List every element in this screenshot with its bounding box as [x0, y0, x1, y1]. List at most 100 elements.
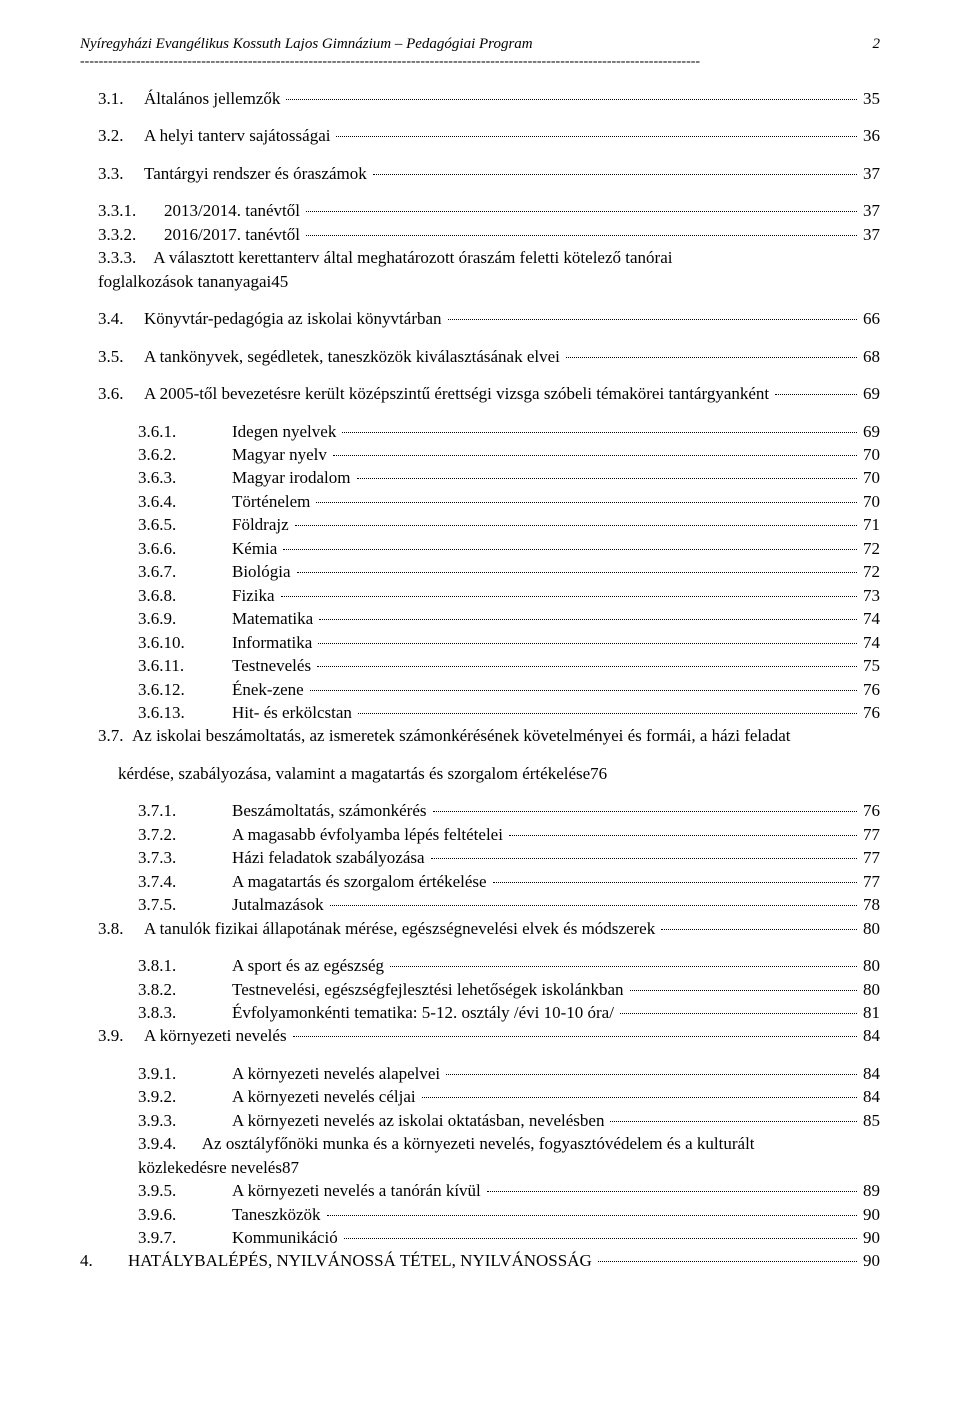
toc-page: 80 — [859, 954, 880, 977]
toc-label: kérdése, szabályozása, valamint a magata… — [118, 762, 590, 785]
toc-leader — [630, 990, 857, 991]
toc-label: Informatika — [232, 631, 316, 654]
toc-entry: 4.HATÁLYBALÉPÉS, NYILVÁNOSSÁ TÉTEL, NYIL… — [80, 1249, 880, 1272]
toc-entry: 3.6.10.Informatika 74 — [80, 631, 880, 654]
toc-page: 45 — [271, 270, 288, 293]
toc-page: 76 — [859, 799, 880, 822]
toc-leader — [306, 211, 857, 212]
toc-entry: 3.6.9.Matematika74 — [80, 607, 880, 630]
toc-label: A helyi tanterv sajátosságai — [144, 124, 334, 147]
toc-number: 3.6.8. — [138, 584, 232, 607]
toc-label: Idegen nyelvek — [232, 420, 340, 443]
toc-entry: 3.6.6.Kémia72 — [80, 537, 880, 560]
toc-page: 74 — [859, 607, 880, 630]
toc-label: közlekedésre nevelés — [138, 1156, 282, 1179]
toc-page: 77 — [859, 823, 880, 846]
toc-leader — [317, 666, 857, 667]
toc-page: 72 — [859, 560, 880, 583]
toc-page: 78 — [859, 893, 880, 916]
toc-number: 3.6.6. — [138, 537, 232, 560]
toc-leader — [433, 811, 858, 812]
toc-entry: 3.3.Tantárgyi rendszer és óraszámok37 — [80, 162, 880, 185]
toc-page: 68 — [859, 345, 880, 368]
toc-leader — [598, 1261, 857, 1262]
toc-page: 71 — [859, 513, 880, 536]
toc-page: 80 — [859, 978, 880, 1001]
toc-number: 3.6. — [98, 382, 144, 405]
toc-entry: 3.9.5.A környezeti nevelés a tanórán kív… — [80, 1179, 880, 1202]
toc-number: 3.4. — [98, 307, 144, 330]
toc-label: A sport és az egészség — [232, 954, 388, 977]
toc-label: Tantárgyi rendszer és óraszámok — [144, 162, 371, 185]
page-number: 2 — [873, 36, 881, 53]
toc-page: 76 — [859, 678, 880, 701]
toc-number: 3.6.2. — [138, 443, 232, 466]
toc-number: 3.6.13. — [138, 701, 232, 724]
toc-label: 3.9.4. Az osztályfőnöki munka és a körny… — [80, 1132, 880, 1155]
toc-label: Matematika — [232, 607, 317, 630]
toc-leader — [358, 713, 857, 714]
running-header: Nyíregyházi Evangélikus Kossuth Lajos Gi… — [80, 36, 880, 53]
toc-entry: 3.6.8.Fizika 73 — [80, 584, 880, 607]
toc-entry: 3.6.1.Idegen nyelvek69 — [80, 420, 880, 443]
toc-leader — [610, 1121, 857, 1122]
header-title: Nyíregyházi Evangélikus Kossuth Lajos Gi… — [80, 36, 533, 53]
table-of-contents: 3.1.Általános jellemzők353.2.A helyi tan… — [80, 87, 880, 1273]
toc-page: 72 — [859, 537, 880, 560]
toc-leader — [509, 835, 857, 836]
toc-leader — [448, 319, 857, 320]
toc-entry: 3.9.2.A környezeti nevelés céljai84 — [80, 1085, 880, 1108]
toc-label: Magyar irodalom — [232, 466, 355, 489]
toc-number: 3.6.11. — [138, 654, 232, 677]
toc-entry: 3.8.1.A sport és az egészség 80 — [80, 954, 880, 977]
toc-leader — [295, 525, 857, 526]
toc-page: 76 — [590, 762, 607, 785]
toc-leader — [333, 455, 857, 456]
toc-page: 37 — [859, 162, 880, 185]
toc-entry: 3.7.4.A magatartás és szorgalom értékelé… — [80, 870, 880, 893]
toc-label: Biológia — [232, 560, 295, 583]
toc-number: 3.9.5. — [138, 1179, 232, 1202]
toc-number: 3.6.3. — [138, 466, 232, 489]
toc-number: 3.9.3. — [138, 1109, 232, 1132]
toc-label: Könyvtár-pedagógia az iskolai könyvtárba… — [144, 307, 446, 330]
toc-label: Testnevelés — [232, 654, 315, 677]
toc-number: 3.8.3. — [138, 1001, 232, 1024]
toc-label: A környezeti nevelés alapelvei — [232, 1062, 444, 1085]
toc-leader — [493, 882, 857, 883]
toc-number: 3.7.5. — [138, 893, 232, 916]
toc-leader — [306, 235, 857, 236]
toc-page: 70 — [859, 490, 880, 513]
toc-page: 66 — [859, 307, 880, 330]
toc-number: 3.3.1. — [98, 199, 164, 222]
toc-label: A környezeti nevelés — [144, 1024, 291, 1047]
toc-page: 74 — [859, 631, 880, 654]
toc-label: Fizika — [232, 584, 279, 607]
toc-label: Hit- és erkölcstan — [232, 701, 356, 724]
toc-page: 73 — [859, 584, 880, 607]
toc-number: 3.6.12. — [138, 678, 232, 701]
toc-label: Taneszközök — [232, 1203, 325, 1226]
toc-label: Ének-zene — [232, 678, 308, 701]
toc-number: 3.8.1. — [138, 954, 232, 977]
toc-entry: 3.6.11.Testnevelés75 — [80, 654, 880, 677]
toc-number: 4. — [80, 1249, 128, 1272]
toc-page: 35 — [859, 87, 880, 110]
toc-page: 84 — [859, 1085, 880, 1108]
toc-number: 3.5. — [98, 345, 144, 368]
toc-number: 3.8. — [98, 917, 144, 940]
toc-entry: 3.9.6.Taneszközök90 — [80, 1203, 880, 1226]
toc-label: A magasabb évfolyamba lépés feltételei — [232, 823, 507, 846]
toc-page: 85 — [859, 1109, 880, 1132]
toc-entry: 3.8.3.Évfolyamonkénti tematika: 5-12. os… — [80, 1001, 880, 1024]
toc-number: 3.9.6. — [138, 1203, 232, 1226]
toc-label: 2016/2017. tanévtől — [164, 223, 304, 246]
toc-number: 3.6.10. — [138, 631, 232, 654]
toc-entry: 3.6.13.Hit- és erkölcstan 76 — [80, 701, 880, 724]
toc-page: 76 — [859, 701, 880, 724]
toc-leader — [661, 929, 857, 930]
toc-label: Testnevelési, egészségfejlesztési lehető… — [232, 978, 628, 1001]
toc-label: HATÁLYBALÉPÉS, NYILVÁNOSSÁ TÉTEL, NYILVÁ… — [128, 1249, 596, 1272]
toc-label: Általános jellemzők — [144, 87, 284, 110]
toc-number: 3.6.4. — [138, 490, 232, 513]
